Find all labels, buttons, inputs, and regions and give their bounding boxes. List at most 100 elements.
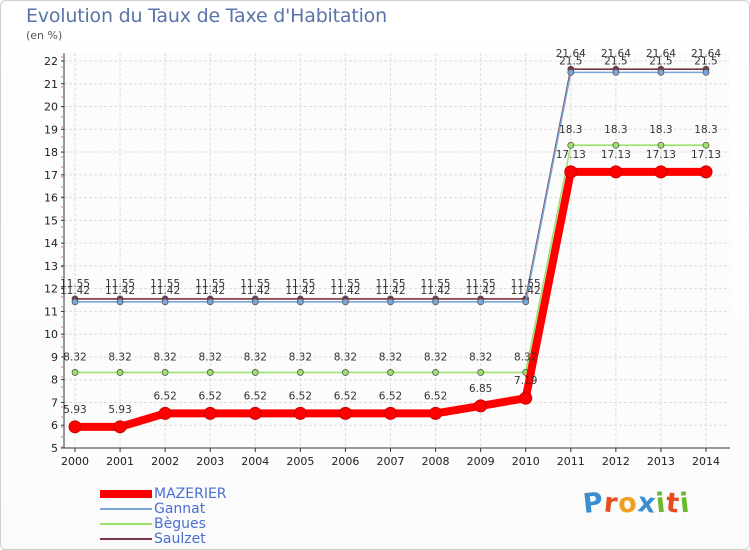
y-tick-label: 22 xyxy=(44,55,58,68)
data-point xyxy=(161,298,169,306)
x-tick-label: 2014 xyxy=(692,455,720,468)
axis-dot xyxy=(61,186,63,188)
axis-dot xyxy=(61,296,63,298)
data-label: 11.55 xyxy=(240,278,270,290)
data-point xyxy=(296,369,304,376)
data-label: 17.13 xyxy=(691,149,721,161)
data-label: 8.32 xyxy=(63,351,86,363)
axis-dot xyxy=(61,326,63,328)
axis-dot xyxy=(61,206,63,208)
data-label: 11.42 xyxy=(511,285,541,297)
data-point xyxy=(567,68,575,76)
data-label: 17.13 xyxy=(646,149,676,161)
data-point xyxy=(68,420,82,434)
axis-dot xyxy=(61,146,63,148)
y-tick-label: 16 xyxy=(44,192,58,205)
data-label: 18.3 xyxy=(559,124,582,136)
data-point xyxy=(296,298,304,306)
data-point xyxy=(342,298,349,306)
data-point xyxy=(203,406,217,420)
legend-item: Bègues xyxy=(100,516,227,531)
x-tick-label: 2008 xyxy=(422,455,450,468)
unit-label: (en %) xyxy=(26,29,63,42)
data-label: 8.32 xyxy=(289,351,312,363)
axis-dot xyxy=(61,136,63,138)
legend-swatch xyxy=(100,537,152,540)
data-label: 6.52 xyxy=(379,390,402,402)
data-label: 21.64 xyxy=(691,48,721,60)
axis-dot xyxy=(61,396,63,398)
axis-dot xyxy=(61,246,63,248)
axis-dot xyxy=(61,196,63,198)
data-point xyxy=(248,406,262,420)
y-tick-label: 10 xyxy=(44,328,58,341)
data-label: 21.5 xyxy=(694,55,717,67)
plot-area xyxy=(64,53,730,448)
data-label: 5.93 xyxy=(108,404,131,416)
chart-legend: MAZERIER Gannat Bègues Saulzet xyxy=(100,486,227,546)
y-tick-label: 21 xyxy=(44,78,58,91)
legend-label: Gannat xyxy=(154,500,206,517)
data-label: 11.42 xyxy=(285,285,315,297)
data-label: 11.55 xyxy=(511,278,541,290)
data-label: 11.55 xyxy=(105,278,135,290)
data-label: 11.55 xyxy=(421,278,451,290)
x-tick-label: 2004 xyxy=(241,455,269,468)
data-label: 11.55 xyxy=(60,278,90,290)
data-point xyxy=(699,165,713,179)
data-label: 11.55 xyxy=(466,278,496,290)
data-point xyxy=(519,391,533,405)
y-tick-label: 9 xyxy=(51,351,58,364)
x-tick-label: 2013 xyxy=(647,455,675,468)
proxiti-logo: Proxiti xyxy=(581,487,692,520)
data-label: 8.32 xyxy=(244,351,267,363)
data-point xyxy=(158,406,172,420)
axis-dot xyxy=(61,216,63,218)
data-point xyxy=(206,369,214,376)
x-tick-label: 2006 xyxy=(331,455,359,468)
y-tick-label: 5 xyxy=(51,442,58,455)
data-label: 6.52 xyxy=(244,390,267,402)
axis-dot xyxy=(61,276,63,278)
data-point xyxy=(612,141,620,149)
data-label: 18.3 xyxy=(604,124,627,136)
data-label: 18.3 xyxy=(649,124,672,136)
data-label: 8.32 xyxy=(469,351,492,363)
legend-label: MAZERIER xyxy=(154,485,227,502)
data-point xyxy=(338,406,352,420)
data-label: 11.55 xyxy=(195,278,225,290)
axis-dot xyxy=(61,56,63,58)
data-point xyxy=(609,165,623,179)
data-label: 21.5 xyxy=(649,55,672,67)
x-tick-label: 2000 xyxy=(61,455,89,468)
axis-dot xyxy=(61,386,63,388)
axis-dot xyxy=(61,366,63,368)
y-tick-label: 19 xyxy=(44,123,58,136)
data-label: 11.42 xyxy=(240,285,270,297)
legend-swatch xyxy=(100,507,152,510)
data-point xyxy=(113,420,127,434)
data-point xyxy=(161,369,169,376)
data-label: 11.42 xyxy=(421,285,451,297)
data-point xyxy=(477,369,485,376)
data-label: 6.85 xyxy=(469,383,492,395)
axis-dot xyxy=(61,306,63,308)
data-point xyxy=(71,298,79,306)
axis-dot xyxy=(61,156,63,158)
data-point xyxy=(387,298,394,306)
data-point xyxy=(429,406,443,420)
axis-dot xyxy=(61,316,63,318)
data-label: 21.64 xyxy=(646,48,676,60)
data-label: 11.55 xyxy=(375,278,405,290)
data-point xyxy=(477,298,485,306)
x-tick-label: 2010 xyxy=(512,455,540,468)
axis-dot xyxy=(61,286,63,288)
y-tick-label: 15 xyxy=(44,214,58,227)
data-point xyxy=(657,141,665,149)
data-label: 17.13 xyxy=(601,149,631,161)
data-label: 6.52 xyxy=(153,390,176,402)
data-point xyxy=(251,369,259,376)
data-label: 11.42 xyxy=(466,285,496,297)
data-point xyxy=(384,406,397,420)
